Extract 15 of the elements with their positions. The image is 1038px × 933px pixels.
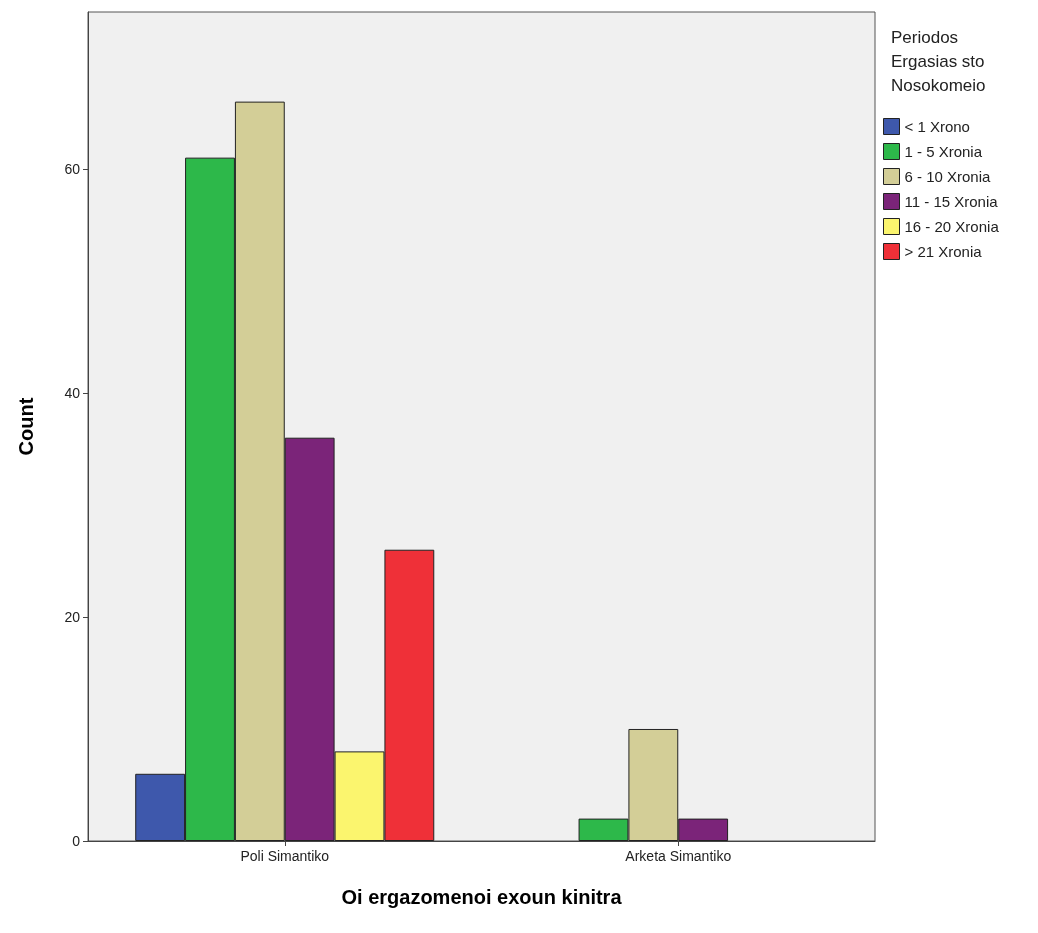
y-tick-label: 60 (64, 160, 81, 177)
legend-label: 1 - 5 Xronia (904, 143, 983, 160)
legend-label: 6 - 10 Xronia (904, 168, 992, 185)
legend-label: 16 - 20 Xronia (904, 218, 1000, 235)
legend-label: > 21 Xronia (904, 243, 983, 260)
y-tick-label: 0 (72, 833, 81, 849)
y-tick-label: 20 (64, 608, 81, 625)
y-axis-title: Count (15, 397, 37, 456)
x-tick-label: Poli Simantiko (240, 848, 330, 864)
legend-title: Periodos Ergasias sto Nosokomeio (891, 27, 986, 95)
y-tick-label: 40 (64, 384, 81, 401)
x-axis-title: Oi ergazomenoi exoun kinitra (341, 886, 623, 908)
legend-label: < 1 Xrono (904, 118, 970, 135)
legend-label: 11 - 15 Xronia (904, 193, 999, 210)
x-tick-label: Arketa Simantiko (625, 848, 732, 864)
